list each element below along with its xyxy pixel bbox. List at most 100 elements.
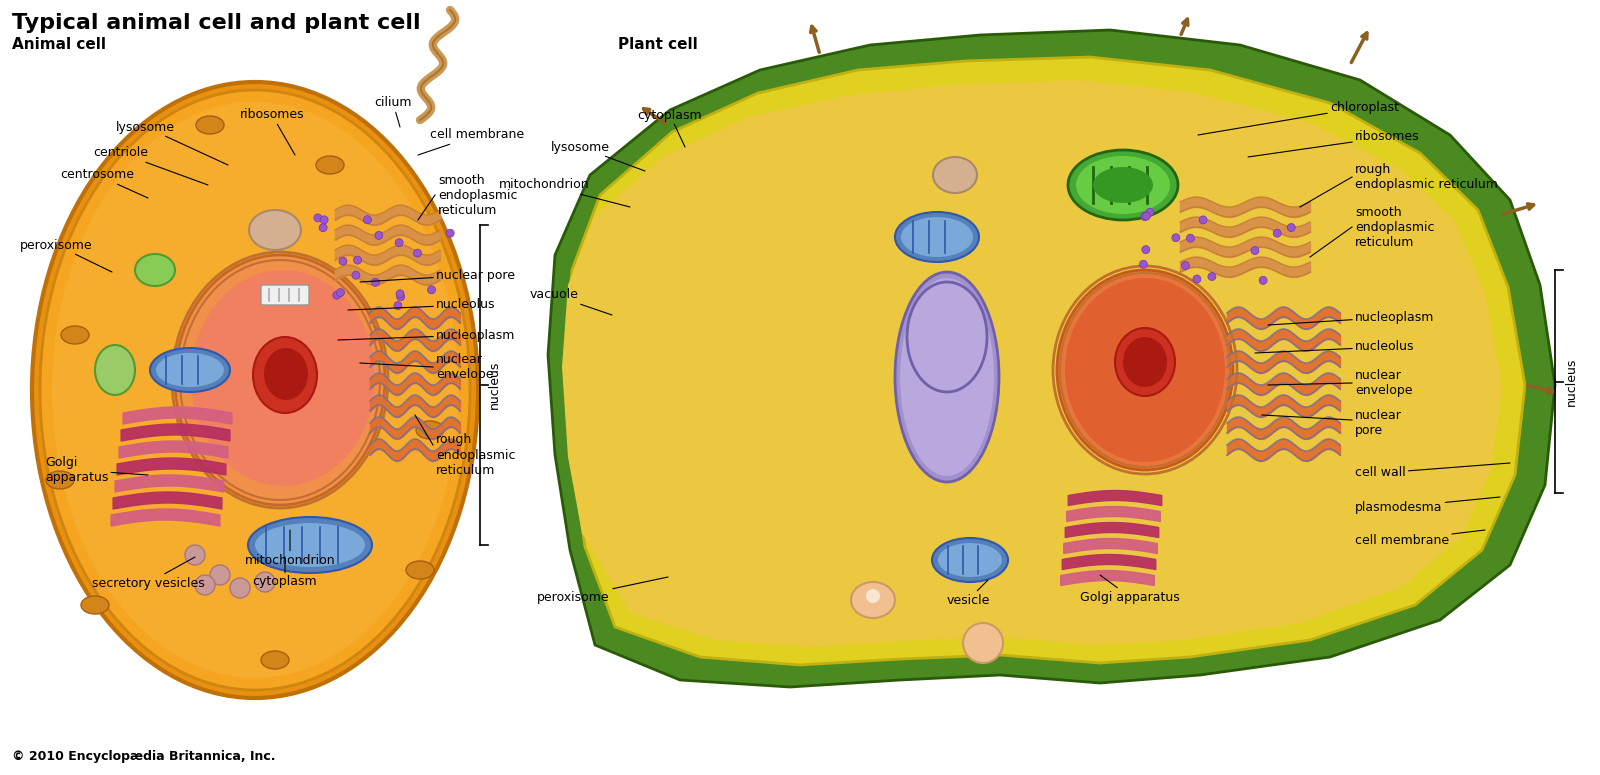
Ellipse shape — [1123, 337, 1166, 387]
Ellipse shape — [261, 651, 290, 669]
Ellipse shape — [51, 102, 458, 678]
Text: cell membrane: cell membrane — [418, 129, 525, 155]
Circle shape — [395, 239, 403, 246]
Text: cilium: cilium — [374, 97, 411, 127]
Text: ribosomes: ribosomes — [240, 109, 304, 155]
Text: cell membrane: cell membrane — [1355, 530, 1485, 546]
Ellipse shape — [40, 90, 470, 690]
Polygon shape — [565, 57, 1525, 665]
Text: nucleolus: nucleolus — [349, 298, 496, 312]
Text: Plant cell: Plant cell — [618, 37, 698, 52]
Circle shape — [1146, 208, 1154, 216]
Circle shape — [1251, 246, 1259, 255]
Circle shape — [318, 224, 326, 232]
Circle shape — [1208, 273, 1216, 281]
Text: centriole: centriole — [93, 146, 208, 185]
Ellipse shape — [195, 116, 224, 134]
Ellipse shape — [32, 82, 478, 698]
Ellipse shape — [1075, 156, 1170, 214]
Text: peroxisome: peroxisome — [538, 577, 669, 604]
Text: Golgi apparatus: Golgi apparatus — [1080, 575, 1179, 604]
Circle shape — [1187, 234, 1195, 243]
Text: nucleoplasm: nucleoplasm — [1267, 311, 1434, 325]
Circle shape — [427, 286, 435, 294]
Text: cell wall: cell wall — [1355, 463, 1510, 480]
Ellipse shape — [46, 471, 74, 489]
Polygon shape — [547, 30, 1555, 687]
Circle shape — [1274, 229, 1282, 237]
Text: rough
endoplasmic reticulum: rough endoplasmic reticulum — [1355, 163, 1498, 191]
Circle shape — [1198, 216, 1206, 224]
Text: secretory vesicles: secretory vesicles — [91, 557, 205, 590]
Ellipse shape — [899, 278, 994, 476]
Ellipse shape — [416, 421, 445, 439]
Circle shape — [1139, 260, 1147, 268]
Text: mitochondrion: mitochondrion — [245, 530, 336, 567]
Circle shape — [195, 575, 214, 595]
Ellipse shape — [894, 272, 998, 482]
Ellipse shape — [254, 523, 365, 567]
Circle shape — [210, 565, 230, 585]
Text: mitochondrion: mitochondrion — [499, 178, 630, 207]
Ellipse shape — [1069, 150, 1178, 220]
Circle shape — [1142, 246, 1150, 253]
Circle shape — [1141, 212, 1149, 221]
Polygon shape — [562, 80, 1502, 647]
Circle shape — [371, 278, 379, 286]
Text: cytoplasm: cytoplasm — [253, 557, 317, 588]
Text: nucleolus: nucleolus — [1254, 340, 1414, 353]
Ellipse shape — [94, 345, 134, 395]
Text: lysosome: lysosome — [115, 120, 229, 165]
Text: nucleoplasm: nucleoplasm — [338, 329, 515, 342]
Ellipse shape — [1058, 270, 1234, 470]
Circle shape — [1194, 275, 1202, 283]
Circle shape — [352, 271, 360, 279]
Circle shape — [1181, 261, 1189, 270]
Text: nucleus: nucleus — [1565, 357, 1578, 405]
Ellipse shape — [248, 517, 371, 573]
Ellipse shape — [933, 157, 978, 193]
Text: Typical animal cell and plant cell: Typical animal cell and plant cell — [13, 13, 421, 33]
Circle shape — [333, 291, 341, 299]
Circle shape — [1171, 234, 1179, 242]
FancyBboxPatch shape — [261, 285, 309, 305]
Ellipse shape — [851, 582, 894, 618]
Circle shape — [186, 545, 205, 565]
Text: rough
endoplasmic
reticulum: rough endoplasmic reticulum — [435, 433, 515, 477]
Circle shape — [230, 578, 250, 598]
Text: peroxisome: peroxisome — [19, 239, 112, 272]
Ellipse shape — [1115, 328, 1174, 396]
Ellipse shape — [174, 255, 386, 505]
Text: ribosomes: ribosomes — [1248, 130, 1419, 157]
Circle shape — [1142, 212, 1150, 220]
Circle shape — [1288, 223, 1296, 232]
Text: Golgi
apparatus: Golgi apparatus — [45, 456, 147, 484]
Ellipse shape — [61, 326, 90, 344]
Ellipse shape — [134, 254, 174, 286]
Circle shape — [397, 290, 405, 298]
Ellipse shape — [938, 543, 1002, 577]
Text: Animal cell: Animal cell — [13, 37, 106, 52]
Text: © 2010 Encyclopædia Britannica, Inc.: © 2010 Encyclopædia Britannica, Inc. — [13, 750, 275, 763]
Text: nuclear
envelope: nuclear envelope — [435, 353, 493, 381]
Text: vacuole: vacuole — [530, 288, 611, 315]
Ellipse shape — [894, 212, 979, 262]
Ellipse shape — [901, 217, 973, 257]
Circle shape — [314, 214, 322, 222]
Text: chloroplast: chloroplast — [1198, 101, 1398, 135]
Text: cytoplasm: cytoplasm — [638, 109, 702, 147]
Ellipse shape — [250, 210, 301, 250]
Text: lysosome: lysosome — [550, 140, 645, 171]
Circle shape — [1259, 277, 1267, 284]
Ellipse shape — [253, 337, 317, 413]
Circle shape — [363, 215, 371, 224]
Ellipse shape — [406, 561, 434, 579]
Ellipse shape — [1066, 278, 1226, 462]
Ellipse shape — [82, 596, 109, 614]
Ellipse shape — [190, 270, 374, 486]
Ellipse shape — [157, 353, 224, 387]
Ellipse shape — [264, 348, 307, 400]
Text: centrosome: centrosome — [61, 168, 147, 198]
Circle shape — [413, 249, 421, 257]
Circle shape — [963, 623, 1003, 663]
